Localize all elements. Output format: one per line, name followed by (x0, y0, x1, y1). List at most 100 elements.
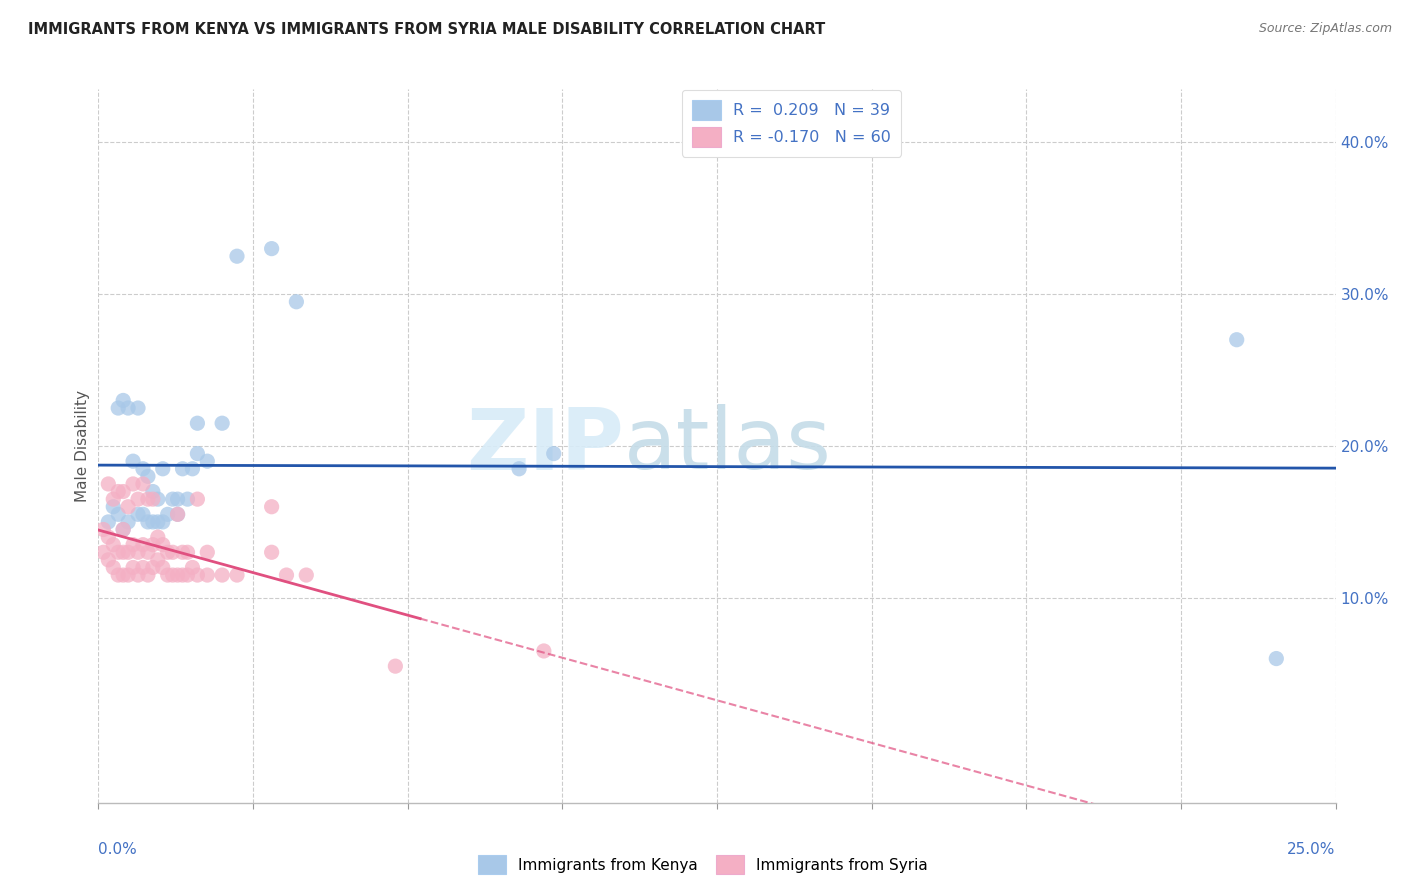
Point (93, 545, 115, 559)
Point (146, 515, 169, 529)
Point (117, 515, 139, 529)
Point (136, 515, 159, 529)
Point (276, 568, 298, 582)
Point (117, 500, 139, 514)
Point (152, 515, 174, 529)
Point (156, 545, 179, 559)
Point (103, 560, 125, 574)
Point (107, 401, 129, 415)
Point (211, 568, 233, 582)
Point (112, 523, 135, 537)
Point (103, 538, 125, 552)
Point (533, 644, 555, 658)
Point (142, 515, 165, 529)
Point (146, 553, 169, 567)
Point (172, 545, 194, 559)
Point (195, 454, 218, 468)
Legend: R =  0.209   N = 39, R = -0.170   N = 60: R = 0.209 N = 39, R = -0.170 N = 60 (682, 90, 901, 157)
Point (132, 560, 155, 574)
Text: atlas: atlas (624, 404, 832, 488)
Point (181, 462, 204, 476)
Point (93, 523, 115, 537)
Point (107, 484, 129, 499)
Point (186, 492, 208, 507)
Point (142, 484, 165, 499)
Point (136, 568, 159, 582)
Point (136, 545, 159, 559)
Point (384, 659, 406, 673)
Point (543, 447, 565, 461)
Point (142, 492, 165, 507)
Point (103, 492, 125, 507)
Point (226, 568, 249, 582)
Text: Source: ZipAtlas.com: Source: ZipAtlas.com (1258, 22, 1392, 36)
Point (181, 560, 204, 574)
Point (172, 462, 194, 476)
Point (136, 469, 159, 483)
Point (156, 568, 179, 582)
Point (285, 294, 308, 309)
Point (127, 545, 149, 559)
Point (142, 560, 165, 574)
Point (166, 568, 188, 582)
Point (186, 447, 208, 461)
Point (132, 508, 155, 522)
Point (127, 492, 149, 507)
Point (195, 568, 218, 582)
Point (122, 560, 145, 574)
Point (186, 416, 208, 430)
Point (260, 545, 283, 559)
Point (112, 545, 135, 559)
Point (172, 568, 194, 582)
Point (122, 454, 145, 468)
Y-axis label: Male Disability: Male Disability (75, 390, 90, 502)
Point (127, 508, 149, 522)
Point (152, 560, 174, 574)
Point (166, 508, 188, 522)
Point (1226, 333, 1249, 347)
Point (176, 568, 198, 582)
Point (136, 492, 159, 507)
Point (295, 568, 318, 582)
Point (122, 477, 145, 491)
Point (107, 545, 129, 559)
Text: 0.0%: 0.0% (98, 842, 138, 857)
Point (186, 568, 208, 582)
Point (107, 508, 129, 522)
Point (112, 393, 135, 408)
Point (162, 492, 184, 507)
Point (112, 484, 135, 499)
Point (162, 568, 184, 582)
Point (162, 545, 184, 559)
Point (166, 508, 188, 522)
Point (176, 492, 198, 507)
Point (127, 568, 149, 582)
Point (132, 477, 155, 491)
Point (152, 538, 174, 552)
Point (112, 568, 135, 582)
Point (152, 462, 174, 476)
Point (211, 416, 233, 430)
Point (117, 568, 139, 582)
Point (226, 249, 249, 263)
Point (107, 568, 129, 582)
Point (112, 523, 135, 537)
Point (122, 538, 145, 552)
Legend: Immigrants from Kenya, Immigrants from Syria: Immigrants from Kenya, Immigrants from S… (472, 849, 934, 880)
Text: 25.0%: 25.0% (1288, 842, 1336, 857)
Point (1265, 651, 1288, 665)
Point (117, 401, 139, 415)
Text: ZIP: ZIP (467, 404, 624, 488)
Point (117, 545, 139, 559)
Point (97, 530, 120, 544)
Point (103, 500, 125, 514)
Point (260, 500, 283, 514)
Point (97, 515, 120, 529)
Point (260, 242, 283, 256)
Point (146, 492, 169, 507)
Point (156, 508, 179, 522)
Point (166, 492, 188, 507)
Point (176, 545, 198, 559)
Point (97, 553, 120, 567)
Text: IMMIGRANTS FROM KENYA VS IMMIGRANTS FROM SYRIA MALE DISABILITY CORRELATION CHART: IMMIGRANTS FROM KENYA VS IMMIGRANTS FROM… (28, 22, 825, 37)
